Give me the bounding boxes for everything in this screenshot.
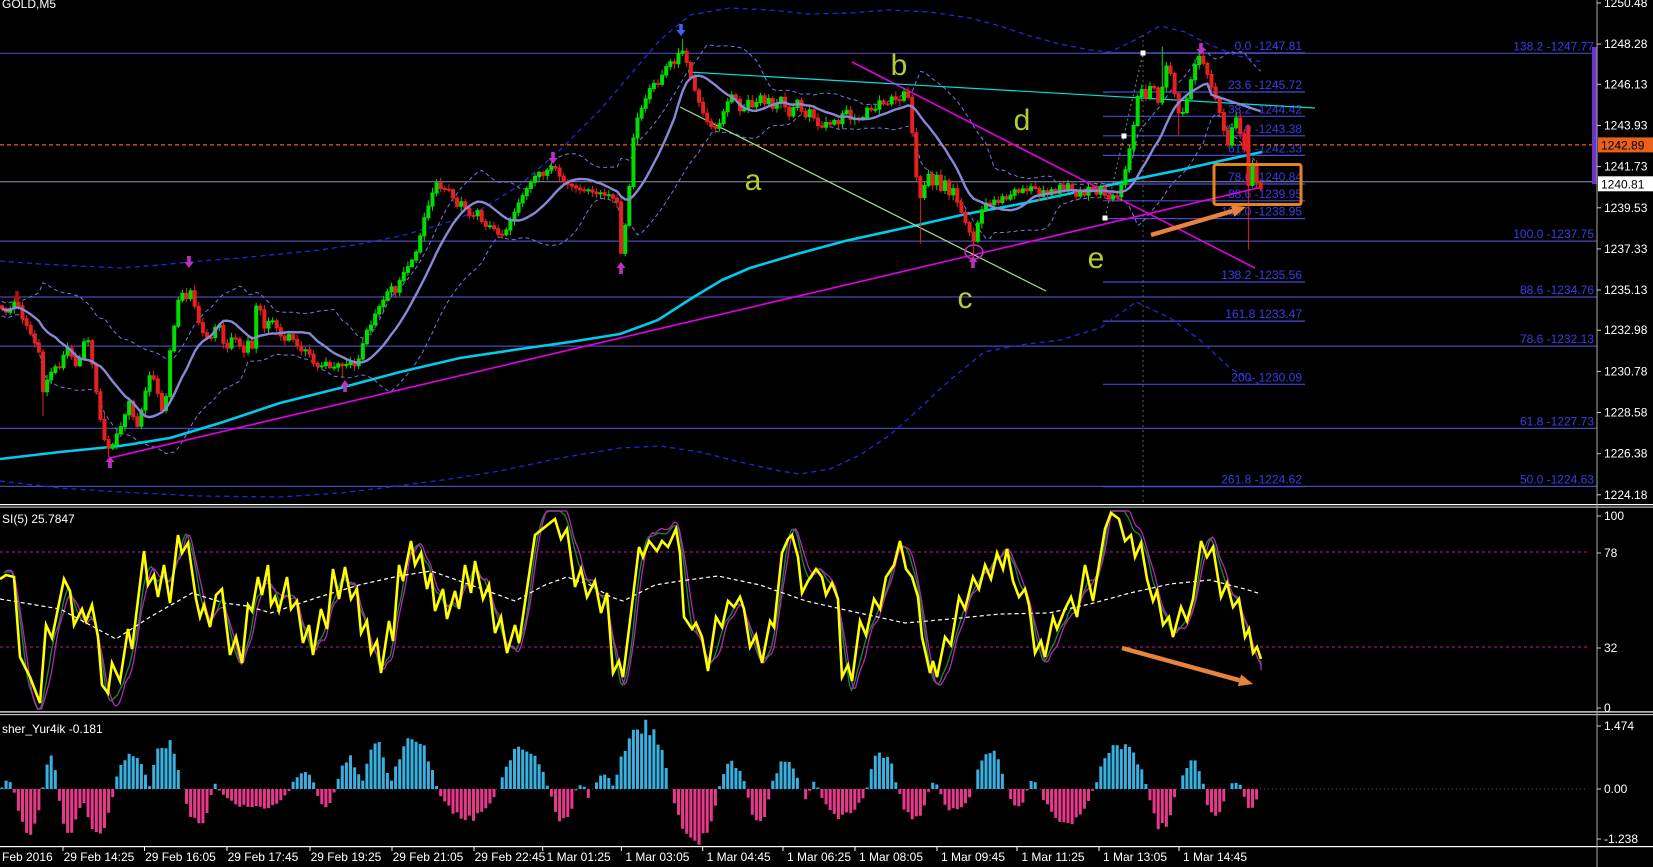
svg-text:23.6 -1245.72: 23.6 -1245.72 — [1228, 78, 1302, 92]
svg-text:a: a — [745, 164, 762, 197]
svg-text:c: c — [958, 282, 973, 315]
svg-text:88.6 -1234.76: 88.6 -1234.76 — [1520, 283, 1594, 297]
svg-text:-1.238: -1.238 — [1604, 832, 1638, 846]
svg-text:1 Mar 14:45: 1 Mar 14:45 — [1183, 850, 1247, 864]
svg-text:1226.38: 1226.38 — [1604, 447, 1648, 461]
svg-text:1250.48: 1250.48 — [1604, 0, 1648, 10]
svg-text:1 Mar 06:25: 1 Mar 06:25 — [787, 850, 851, 864]
svg-text:1242.89: 1242.89 — [1601, 138, 1645, 152]
svg-text:1243.93: 1243.93 — [1604, 119, 1648, 133]
svg-text:29 Feb 14:25: 29 Feb 14:25 — [64, 850, 135, 864]
svg-text:1241.73: 1241.73 — [1604, 160, 1648, 174]
svg-text:b: b — [891, 49, 908, 82]
svg-text:1.474: 1.474 — [1604, 719, 1634, 733]
svg-text:61.8 -1242.33: 61.8 -1242.33 — [1228, 141, 1302, 155]
svg-text:1 Mar 03:05: 1 Mar 03:05 — [625, 850, 689, 864]
svg-text:1235.13: 1235.13 — [1604, 283, 1648, 297]
svg-text:1237.33: 1237.33 — [1604, 242, 1648, 256]
svg-text:1 Mar 13:05: 1 Mar 13:05 — [1103, 850, 1167, 864]
svg-text:138.2 -1235.56: 138.2 -1235.56 — [1221, 268, 1302, 282]
svg-text:1 Mar 04:45: 1 Mar 04:45 — [707, 850, 771, 864]
svg-text:100.0 -1237.75: 100.0 -1237.75 — [1513, 227, 1594, 241]
svg-text:1230.78: 1230.78 — [1604, 364, 1648, 378]
svg-text:1 Mar 08:05: 1 Mar 08:05 — [859, 850, 923, 864]
svg-text:d: d — [1014, 104, 1031, 137]
svg-text:1248.28: 1248.28 — [1604, 37, 1648, 51]
svg-text:29 Feb 19:25: 29 Feb 19:25 — [311, 850, 382, 864]
svg-text:78.6 -1240.84: 78.6 -1240.84 — [1228, 170, 1302, 184]
svg-text:1232.98: 1232.98 — [1604, 323, 1648, 337]
svg-text:1228.58: 1228.58 — [1604, 406, 1648, 420]
svg-text:29 Feb 22:45: 29 Feb 22:45 — [475, 850, 546, 864]
svg-text:50.0 -1224.63: 50.0 -1224.63 — [1520, 472, 1594, 486]
svg-text:0: 0 — [1604, 701, 1611, 715]
svg-text:29 Feb 17:45: 29 Feb 17:45 — [228, 850, 299, 864]
svg-text:Feb 2016: Feb 2016 — [2, 850, 53, 864]
svg-text:1224.18: 1224.18 — [1604, 488, 1648, 502]
svg-text:SI(5) 25.7847: SI(5) 25.7847 — [2, 512, 75, 526]
svg-text:GOLD,M5: GOLD,M5 — [2, 0, 56, 11]
svg-text:0.0 -1247.81: 0.0 -1247.81 — [1235, 39, 1303, 53]
svg-text:161.8 1233.47: 161.8 1233.47 — [1225, 307, 1302, 321]
svg-text:88.6 -1239.95: 88.6 -1239.95 — [1228, 187, 1302, 201]
svg-text:1 Mar 01:25: 1 Mar 01:25 — [547, 850, 611, 864]
svg-text:261.8 -1224.62: 261.8 -1224.62 — [1221, 473, 1302, 487]
svg-text:sher_Yur4ik -0.181: sher_Yur4ik -0.181 — [2, 722, 103, 736]
svg-text:32: 32 — [1604, 641, 1618, 655]
svg-text:78.6 -1232.13: 78.6 -1232.13 — [1520, 332, 1594, 346]
svg-text:200- 1230.09: 200- 1230.09 — [1231, 370, 1302, 384]
svg-text:138.2 -1247.77: 138.2 -1247.77 — [1513, 40, 1594, 54]
svg-text:29 Feb 21:05: 29 Feb 21:05 — [393, 850, 464, 864]
svg-text:1 Mar 09:45: 1 Mar 09:45 — [941, 850, 1005, 864]
svg-text:0.00: 0.00 — [1604, 782, 1628, 796]
svg-text:100: 100 — [1604, 509, 1624, 523]
svg-text:1246.13: 1246.13 — [1604, 77, 1648, 91]
svg-text:e: e — [1088, 242, 1105, 275]
svg-text:61.8 -1227.73: 61.8 -1227.73 — [1520, 414, 1594, 428]
svg-text:1 Mar 11:25: 1 Mar 11:25 — [1021, 850, 1084, 864]
svg-text:29 Feb 16:05: 29 Feb 16:05 — [145, 850, 216, 864]
svg-text:1240.81: 1240.81 — [1601, 177, 1645, 191]
svg-text:78: 78 — [1604, 546, 1618, 560]
svg-text:1239.53: 1239.53 — [1604, 201, 1648, 215]
